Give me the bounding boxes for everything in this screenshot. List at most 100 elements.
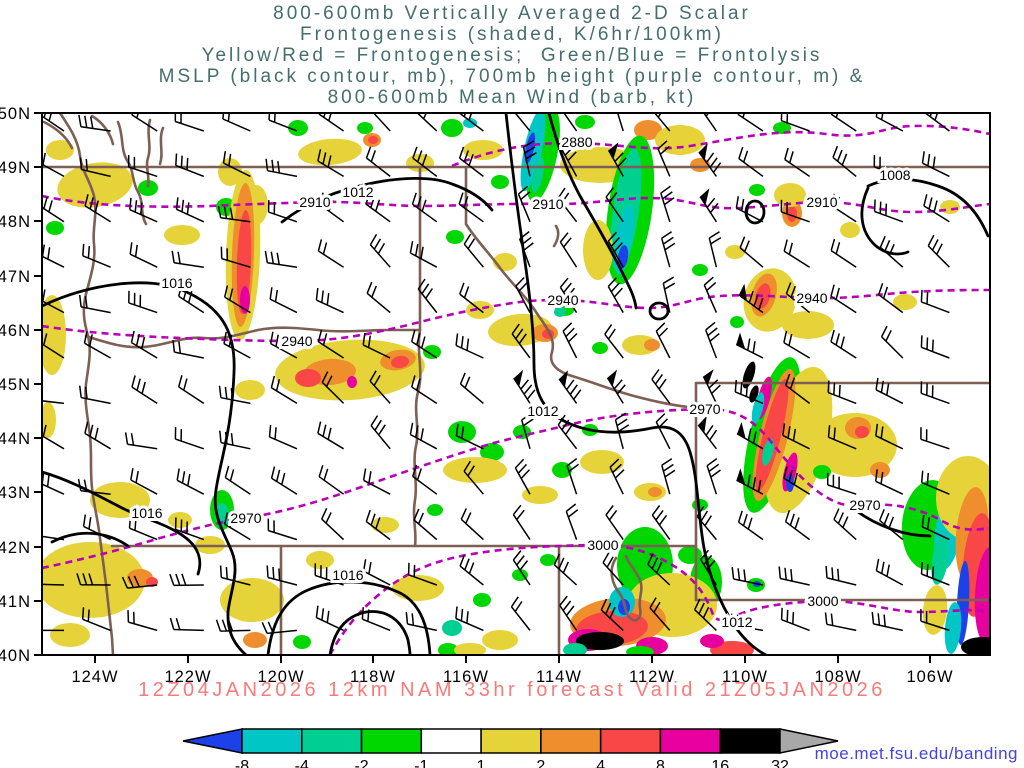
wind-barb <box>780 199 810 223</box>
wind-barb <box>317 239 345 268</box>
wind-barb <box>128 516 158 541</box>
shading-blob <box>218 158 242 186</box>
wind-barb <box>830 329 857 359</box>
wind-barb <box>702 376 721 404</box>
wind-barb <box>222 151 251 178</box>
height-contour-label: 2880 <box>561 134 592 150</box>
wind-barb <box>920 289 950 314</box>
wind-barb <box>460 508 484 541</box>
wind-barb <box>121 575 158 589</box>
wind-barb <box>827 425 857 450</box>
shading-blob <box>563 643 587 655</box>
mslp-contour-line <box>42 470 202 576</box>
wind-barb <box>512 504 531 541</box>
wind-barb <box>174 427 205 450</box>
state-border-line <box>84 326 422 349</box>
wind-barb <box>921 514 950 541</box>
wind-barb-flag <box>513 369 524 387</box>
height-contour-line <box>42 407 990 570</box>
wind-barb <box>317 329 345 359</box>
x-axis-tick-label: 112W <box>629 668 675 686</box>
wind-barb <box>607 149 627 177</box>
shading-blob <box>463 118 477 128</box>
wind-barb <box>520 412 534 450</box>
shading-blob <box>583 220 613 280</box>
wind-barb <box>921 151 950 178</box>
shading-blob <box>50 623 90 647</box>
wind-barb <box>737 113 764 132</box>
wind-barb <box>42 629 65 632</box>
wind-barb <box>42 113 65 132</box>
shading-blob <box>961 637 990 655</box>
state-border-line <box>90 114 115 146</box>
shading-blob <box>442 620 462 636</box>
wind-barb <box>42 400 65 405</box>
wind-barb <box>268 424 298 450</box>
height-contour-line <box>42 194 990 214</box>
wind-barb <box>731 567 764 586</box>
wind-barb <box>317 149 344 178</box>
shading-blob <box>138 180 158 196</box>
state-border-line <box>158 126 165 166</box>
wind-barb <box>562 322 578 359</box>
wind-barb <box>370 415 391 450</box>
credit-url: moe.met.fsu.edu/banding <box>814 744 1018 763</box>
wind-barb <box>698 151 722 177</box>
y-axis-tick-label: 49N <box>0 159 31 177</box>
wind-barb <box>361 607 391 632</box>
height-contour-label: 2970 <box>849 497 880 513</box>
mslp-contour-label: 1012 <box>527 403 558 419</box>
wind-barb <box>77 478 111 495</box>
contour-labels: 1008 1012 1016 1012 1016 1016 1012 2880 2910 2910… <box>128 131 913 633</box>
height-contour-label: 2910 <box>532 196 563 212</box>
wind-barb <box>735 196 764 223</box>
wind-barb <box>871 611 903 632</box>
title-line: 800-600mb Vertically Averaged 2-D Scalar <box>273 3 751 24</box>
wind-barb <box>261 621 298 635</box>
wind-barb <box>737 510 764 541</box>
wind-barb <box>703 276 718 313</box>
title-line: MSLP (black contour, mb), 700mb height (… <box>158 66 866 87</box>
wind-barb <box>660 185 675 223</box>
wind-barb <box>318 113 345 132</box>
wind-barb <box>130 330 158 359</box>
height-contour-label: 2940 <box>281 333 312 349</box>
wind-barb <box>874 469 904 495</box>
height-contour-line <box>42 288 990 343</box>
state-border-line <box>610 554 643 622</box>
wind-barb <box>455 423 484 450</box>
wind-barb <box>411 464 438 495</box>
wind-barb <box>127 610 158 632</box>
shading-blob <box>751 392 765 424</box>
wind-barb <box>604 323 624 359</box>
wind-barb <box>129 242 158 268</box>
shading-blob <box>235 380 265 400</box>
wind-barb <box>783 330 810 359</box>
mslp-contour-label: 1016 <box>131 505 162 521</box>
wind-barb <box>920 470 950 495</box>
forecast-valid-line: 12Z04JAN2026 12km NAM 33hr forecast Vali… <box>138 679 886 701</box>
x-axis-tick-label: 118W <box>350 668 396 686</box>
x-axis-tick-label: 108W <box>814 668 861 686</box>
state-border-line <box>552 224 560 248</box>
wind-barb <box>455 333 484 359</box>
title-line: 800-600mb Mean Wind (barb, kt) <box>327 87 697 108</box>
wind-barb <box>875 423 904 450</box>
shading-blob <box>446 230 464 244</box>
mslp-contour-line <box>744 199 766 225</box>
wind-barb <box>784 373 811 404</box>
state-border-line <box>464 165 698 410</box>
colorbar-segment <box>719 728 781 754</box>
wind-barb <box>694 598 717 631</box>
wind-barb <box>405 611 437 632</box>
wind-barb <box>784 147 811 178</box>
wind-barb <box>923 194 950 223</box>
mslp-contour-line <box>280 176 494 224</box>
shading-blob <box>940 200 960 214</box>
wind-barb <box>920 427 950 450</box>
state-border-line <box>145 118 152 188</box>
wind-barb <box>459 554 484 586</box>
wind-barb <box>463 233 484 268</box>
y-axis-tick-label: 40N <box>0 647 31 665</box>
mslp-contour-label: 1016 <box>161 275 192 291</box>
